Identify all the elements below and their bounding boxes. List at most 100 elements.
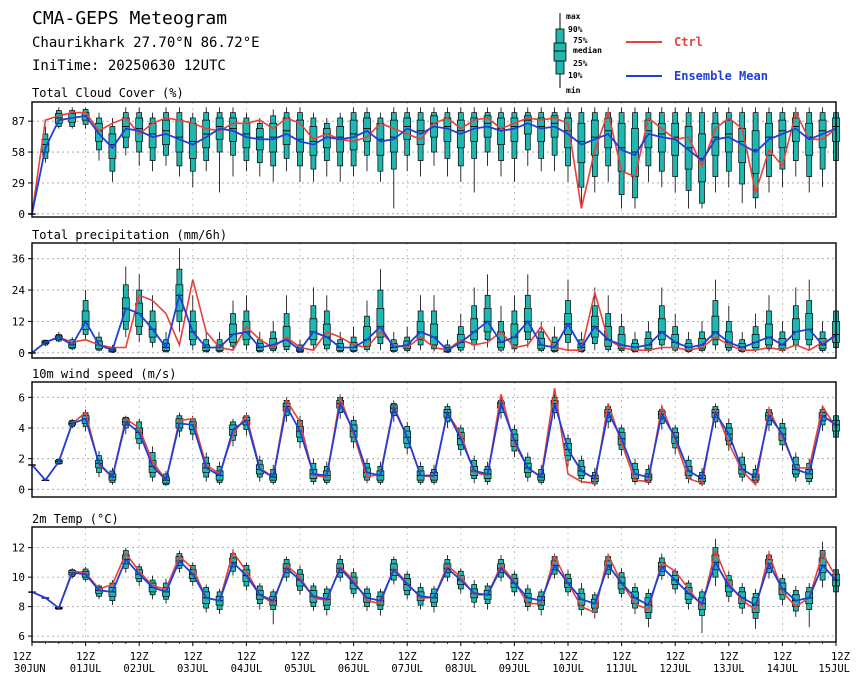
box-inner	[537, 117, 546, 142]
ensemble-box	[309, 287, 318, 351]
chart-title: CMA-GEPS Meteogram	[32, 8, 227, 29]
ensemble-mean-line	[31, 557, 837, 610]
ensemble-box	[403, 326, 412, 353]
ctrl-series-line	[31, 109, 837, 214]
ensemble-box	[805, 279, 814, 351]
ensemble-box	[229, 107, 237, 177]
x-tick-hour-label: 12Z	[344, 651, 363, 663]
y-tick-label: 10	[12, 571, 25, 584]
ensemble-box	[497, 107, 505, 177]
ensemble-box	[483, 274, 492, 348]
box-inner	[108, 133, 117, 159]
y-tick-label: 0	[18, 208, 25, 221]
legend-box-middle	[553, 42, 567, 62]
ensemble-box	[255, 117, 264, 177]
time-axis: 12Z30JUN12Z01JUL12Z02JUL12Z03JUL12Z04JUL…	[13, 642, 850, 675]
ensemble-box	[135, 274, 144, 343]
ensemble-box	[604, 295, 613, 352]
legend-p90-label: 90%	[568, 25, 583, 34]
box-inner	[604, 117, 613, 149]
box-inner	[644, 338, 653, 350]
ensemble-box	[644, 321, 653, 353]
ensemble-box	[309, 112, 318, 182]
panel-wind-speed: 0 2 4 6	[18, 381, 840, 498]
box-inner	[510, 323, 519, 346]
box-inner	[363, 117, 371, 142]
legend-max-label: max	[566, 12, 581, 21]
x-tick-hour-label: 12Z	[183, 651, 202, 663]
ensemble-box	[430, 107, 438, 166]
x-tick-date-label: 14JUL	[767, 663, 799, 675]
ensemble-box	[322, 117, 331, 177]
ensemble-box	[282, 107, 291, 172]
y-tick-label: 6	[18, 630, 25, 643]
x-tick-hour-label: 12Z	[76, 651, 95, 663]
ensemble-box	[631, 107, 639, 209]
ensemble-box	[416, 295, 425, 351]
x-tick-hour-label: 12Z	[559, 651, 578, 663]
x-tick-hour-label: 12Z	[237, 651, 256, 663]
ensemble-box	[537, 107, 546, 172]
box-inner	[724, 119, 733, 153]
ensemble-box	[363, 300, 371, 352]
ensemble-box	[108, 117, 117, 182]
box-inner	[95, 122, 103, 142]
ensemble-box	[684, 107, 693, 209]
location-label: Chaurikhark 27.70°N 86.72°E	[32, 35, 260, 51]
box-inner	[698, 338, 706, 350]
x-tick-date-label: 01JUL	[70, 663, 102, 675]
panel-frame	[31, 381, 837, 498]
y-tick-label: 29	[12, 177, 25, 190]
ensemble-mean-line	[31, 292, 837, 354]
ensemble-box	[510, 295, 519, 352]
x-tick-date-label: 13JUL	[713, 663, 745, 675]
ensemble-box	[751, 313, 760, 352]
y-tick-label: 6	[18, 391, 25, 404]
line-legend: Ctrl Ensemble Mean	[626, 35, 768, 83]
ensemble-box	[54, 107, 63, 129]
y-tick-label: 4	[18, 422, 25, 435]
ensemble-box	[483, 107, 492, 166]
y-tick-label: 0	[18, 347, 25, 360]
legend-p10-label: 10%	[568, 71, 583, 80]
panel-title-wind: 10m wind speed (m/s)	[32, 367, 177, 381]
ensemble-box	[336, 112, 345, 182]
ensemble-box	[510, 107, 519, 182]
y-tick-label: 58	[12, 146, 25, 159]
panel-title-temp: 2m Temp (°C)	[32, 512, 119, 526]
ensemble-box	[215, 107, 224, 193]
ensemble-box	[711, 107, 720, 193]
x-tick-date-label: 11JUL	[606, 663, 638, 675]
legend-median-label: median	[573, 45, 602, 55]
ensemble-box	[550, 107, 559, 172]
y-tick-label: 12	[12, 542, 25, 555]
x-tick-hour-label: 12Z	[612, 651, 631, 663]
ensemble-box	[336, 331, 345, 353]
ensemble-box	[671, 107, 680, 193]
ensemble-box	[550, 326, 559, 353]
panel-cloud-cover: 0 29 58 87	[12, 101, 840, 221]
box-inner	[322, 323, 331, 346]
ensemble-box	[523, 107, 532, 166]
ensemble-box	[242, 112, 251, 172]
x-tick-hour-label: 12Z	[831, 651, 850, 663]
ensemble-box	[778, 321, 787, 353]
ensemble-box	[778, 107, 787, 188]
ensemble-box	[403, 107, 412, 172]
ensemble-box	[162, 107, 170, 166]
ensemble-box	[671, 313, 680, 352]
ensemble-box	[242, 295, 251, 351]
panel-temperature: 6 8 10 12	[12, 526, 840, 643]
box-inner	[162, 119, 170, 145]
box-inner	[765, 323, 773, 346]
box-inner	[791, 318, 800, 341]
ensemble-box	[564, 107, 572, 182]
ensemble-box	[711, 279, 720, 351]
ensemble-box	[577, 107, 586, 209]
x-tick-date-label: 05JUL	[284, 663, 316, 675]
legend-p25-label: 25%	[573, 59, 588, 68]
ensemble-box	[818, 321, 827, 353]
box-inner	[430, 323, 438, 346]
ensemble-box	[604, 107, 613, 182]
ensemble-box	[349, 107, 358, 177]
